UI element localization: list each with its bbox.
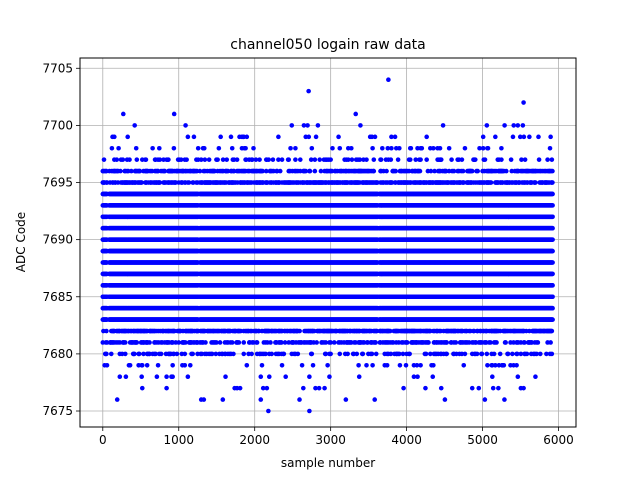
data-point — [550, 294, 555, 300]
data-point — [550, 283, 555, 288]
data-point — [550, 305, 555, 311]
data-points — [100, 77, 555, 414]
data-point — [550, 317, 555, 322]
data-point — [550, 271, 555, 277]
